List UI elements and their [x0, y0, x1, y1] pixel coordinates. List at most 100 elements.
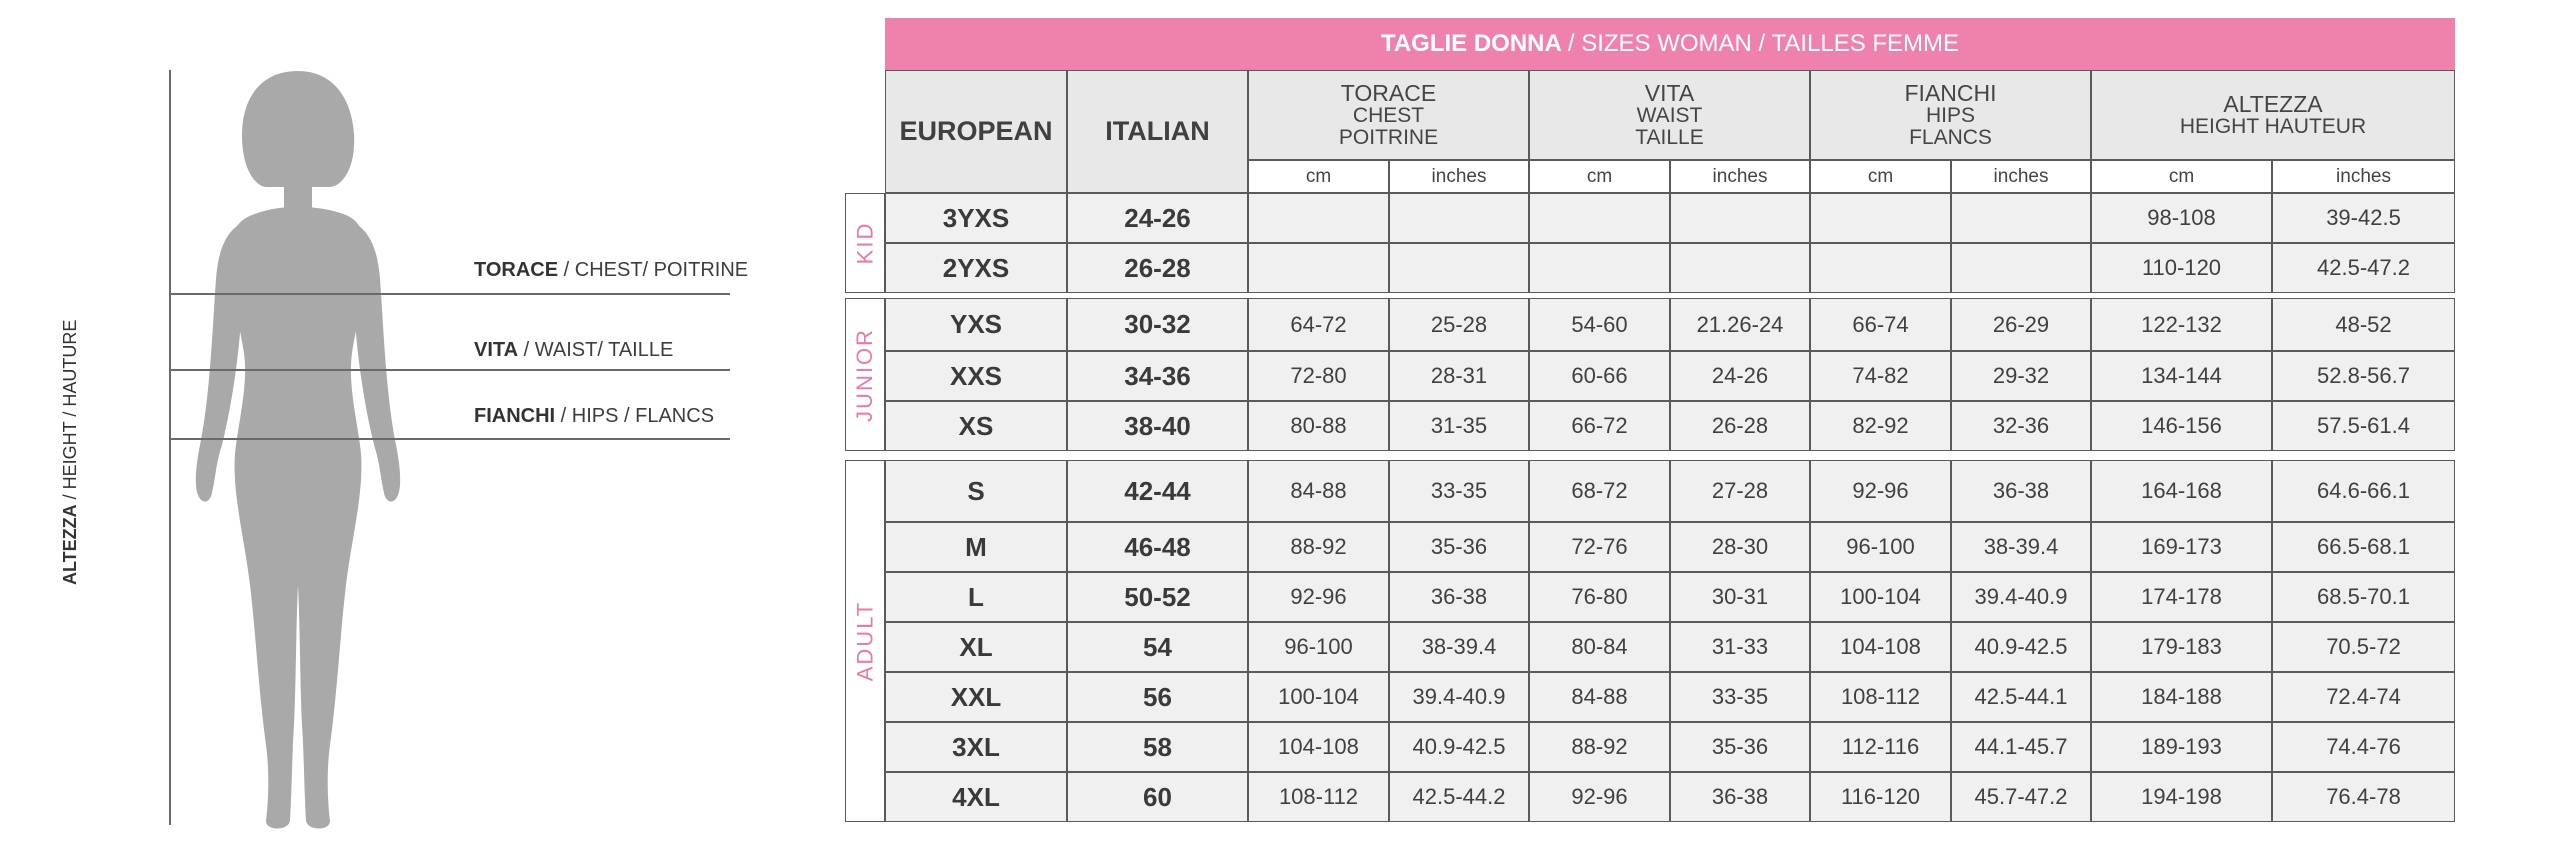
measurement-cell: 38-39.4	[1951, 522, 2091, 572]
header-hips-line: FLANCS	[1909, 126, 1992, 150]
group-label-text: ADULT	[852, 600, 877, 682]
measurement-cell: 104-108	[1248, 722, 1389, 772]
size-european: XXL	[885, 672, 1067, 722]
measurement-cell: 96-100	[1248, 622, 1389, 672]
measurement-cell: 116-120	[1810, 772, 1951, 822]
header-hips: FIANCHI HIPS FLANCS	[1810, 70, 2091, 160]
hips-label-rest: / HIPS / FLANCS	[555, 405, 715, 427]
size-european: XS	[885, 401, 1067, 451]
size-italian: 50-52	[1067, 572, 1248, 622]
header-waist-line: TAILLE	[1635, 126, 1704, 150]
measurement-cell: 52.8-56.7	[2272, 351, 2455, 401]
measurement-cell: 92-96	[1529, 772, 1670, 822]
waist-line	[170, 369, 730, 371]
measurement-cell: 35-36	[1389, 522, 1529, 572]
measurement-cell	[1670, 193, 1810, 243]
header-european: EUROPEAN	[885, 70, 1067, 193]
header-waist: VITA WAIST TAILLE	[1529, 70, 1810, 160]
measurement-cell: 74-82	[1810, 351, 1951, 401]
measurement-cell: 24-26	[1670, 351, 1810, 401]
measurement-cell: 164-168	[2091, 460, 2272, 522]
measurement-cell	[1248, 243, 1389, 293]
measurement-cell: 39.4-40.9	[1389, 672, 1529, 722]
measurement-cell	[1529, 193, 1670, 243]
chest-label: TORACE / CHEST/ POITRINE	[474, 259, 748, 282]
measurement-cell: 57.5-61.4	[2272, 401, 2455, 451]
measurement-cell: 80-88	[1248, 401, 1389, 451]
group-label-adult: ADULT	[845, 460, 885, 822]
measurement-cell: 39-42.5	[2272, 193, 2455, 243]
measurement-cell: 174-178	[2091, 572, 2272, 622]
measurement-cell: 70.5-72	[2272, 622, 2455, 672]
hips-label-strong: FIANCHI	[474, 405, 556, 427]
size-table-title-rest: / SIZES WOMAN / TAILLES FEMME	[1567, 30, 1960, 57]
size-european: 3XL	[885, 722, 1067, 772]
measurement-cell: 122-132	[2091, 298, 2272, 351]
measurement-cell: 84-88	[1248, 460, 1389, 522]
measurement-cell: 88-92	[1248, 522, 1389, 572]
measurement-cell: 66-72	[1529, 401, 1670, 451]
group-label-text: JUNIOR	[852, 327, 878, 422]
measurement-cell: 80-84	[1529, 622, 1670, 672]
height-label: ALTEZZA / HEIGHT / HAUTURE	[60, 285, 90, 585]
measurement-cell: 64-72	[1248, 298, 1389, 351]
measurement-cell	[1248, 193, 1389, 243]
size-italian: 38-40	[1067, 401, 1248, 451]
measurement-cell: 76-80	[1529, 572, 1670, 622]
measurement-cell: 108-112	[1248, 772, 1389, 822]
measurement-cell: 110-120	[2091, 243, 2272, 293]
measurement-cell: 40.9-42.5	[1389, 722, 1529, 772]
height-label-strong: ALTEZZA	[60, 504, 80, 585]
measurement-cell: 39.4-40.9	[1951, 572, 2091, 622]
measurement-cell: 92-96	[1248, 572, 1389, 622]
measurement-cell: 25-28	[1389, 298, 1529, 351]
size-european: 2YXS	[885, 243, 1067, 293]
size-table-title-strong: TAGLIE DONNA	[1380, 30, 1562, 57]
measurement-cell: 184-188	[2091, 672, 2272, 722]
measurement-cell: 98-108	[2091, 193, 2272, 243]
size-european: L	[885, 572, 1067, 622]
size-italian: 26-28	[1067, 243, 1248, 293]
size-italian: 34-36	[1067, 351, 1248, 401]
size-european: S	[885, 460, 1067, 522]
measurement-cell: 72-80	[1248, 351, 1389, 401]
measurement-cell: 28-31	[1389, 351, 1529, 401]
measurement-cell: 36-38	[1389, 572, 1529, 622]
measurement-cell: 74.4-76	[2272, 722, 2455, 772]
woman-silhouette-icon	[195, 71, 401, 829]
measurement-cell	[1529, 243, 1670, 293]
measurement-cell: 88-92	[1529, 722, 1670, 772]
header-chest-line: TORACE	[1340, 79, 1437, 106]
measurement-cell: 38-39.4	[1389, 622, 1529, 672]
measurement-cell: 72.4-74	[2272, 672, 2455, 722]
body-measurement-figure: ALTEZZA / HEIGHT / HAUTURE TORACE / CHES…	[0, 0, 820, 853]
header-waist-line: VITA	[1644, 79, 1695, 106]
header-hips-line: FIANCHI	[1904, 79, 1997, 106]
group-label-junior: JUNIOR	[845, 298, 885, 451]
size-italian: 56	[1067, 672, 1248, 722]
measurement-cell	[1670, 243, 1810, 293]
size-european: 4XL	[885, 772, 1067, 822]
measurement-cell: 42.5-47.2	[2272, 243, 2455, 293]
size-european: YXS	[885, 298, 1067, 351]
measurement-cell	[1951, 193, 2091, 243]
chest-line	[170, 293, 730, 295]
measurement-cell: 31-35	[1389, 401, 1529, 451]
measurement-cell: 30-31	[1670, 572, 1810, 622]
unit-header: cm	[1810, 160, 1951, 193]
header-chest: TORACE CHEST POITRINE	[1248, 70, 1529, 160]
measurement-cell: 146-156	[2091, 401, 2272, 451]
height-label-rest: / HEIGHT / HAUTURE	[60, 319, 80, 505]
hips-line	[170, 438, 730, 440]
size-european: XL	[885, 622, 1067, 672]
measurement-cell: 112-116	[1810, 722, 1951, 772]
measurement-cell	[1951, 243, 2091, 293]
unit-header: inches	[1951, 160, 2091, 193]
header-waist-line: WAIST	[1636, 104, 1703, 128]
waist-label-strong: VITA	[474, 339, 519, 361]
measurement-cell: 33-35	[1670, 672, 1810, 722]
header-chest-line: CHEST	[1352, 104, 1425, 128]
height-line	[169, 70, 171, 825]
size-italian: 24-26	[1067, 193, 1248, 243]
measurement-cell: 28-30	[1670, 522, 1810, 572]
